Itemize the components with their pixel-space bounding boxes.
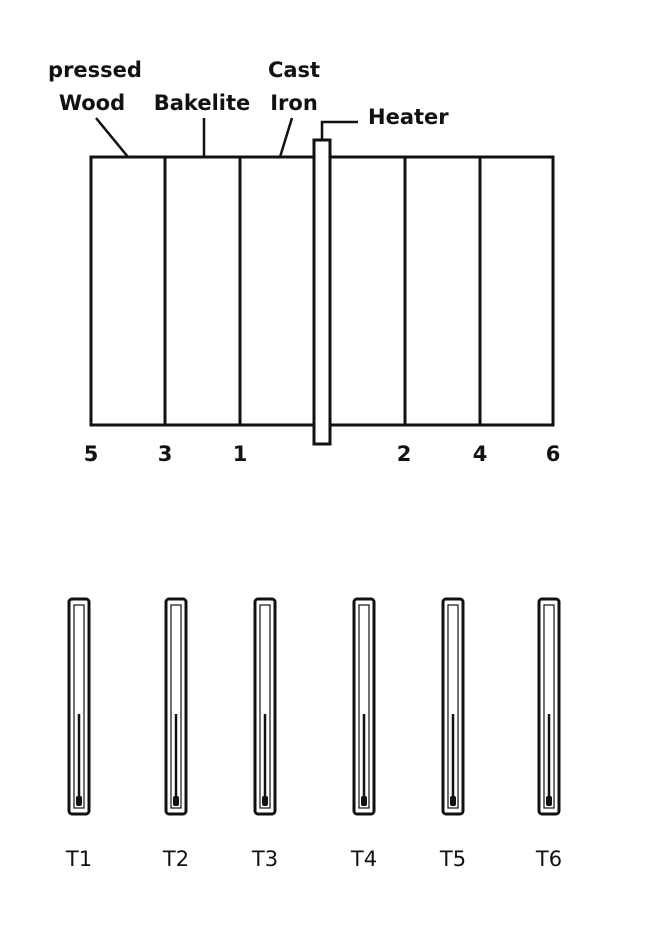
mercury-bulb bbox=[361, 796, 367, 806]
label-iron: Iron bbox=[270, 91, 318, 115]
mercury-bulb bbox=[450, 796, 456, 806]
thermometer-t4: T4 bbox=[350, 597, 377, 871]
position-label: 5 bbox=[84, 442, 99, 466]
thermometer-t5: T5 bbox=[439, 597, 466, 871]
thermometer-label: T2 bbox=[162, 847, 189, 871]
label-pressed: pressed bbox=[48, 58, 142, 82]
thermometer-inner-tube bbox=[543, 604, 555, 809]
label-cast: Cast bbox=[268, 58, 320, 82]
thermometer-inner-tube bbox=[259, 604, 271, 809]
mercury-bulb bbox=[546, 796, 552, 806]
thermometer-inner-tube bbox=[447, 604, 459, 809]
thermometer-t2: T2 bbox=[162, 597, 189, 871]
position-label: 1 bbox=[233, 442, 248, 466]
thermometer-label: T3 bbox=[251, 847, 278, 871]
thermometer-inner-tube bbox=[170, 604, 182, 809]
thermometer-inner-tube bbox=[358, 604, 370, 809]
thermometer-inner-tube bbox=[73, 604, 85, 809]
thermometer-label: T1 bbox=[65, 847, 92, 871]
position-label: 2 bbox=[397, 442, 412, 466]
mercury-bulb bbox=[262, 796, 268, 806]
leader-iron bbox=[278, 117, 294, 158]
mercury-bulb bbox=[173, 796, 179, 806]
thermometer-t6: T6 bbox=[535, 597, 562, 871]
position-label: 4 bbox=[473, 442, 488, 466]
label-wood: Wood bbox=[59, 91, 125, 115]
leader-heater bbox=[320, 120, 358, 140]
thermometer-t1: T1 bbox=[65, 597, 92, 871]
thermometer-label: T4 bbox=[350, 847, 377, 871]
leader-wood bbox=[95, 117, 129, 158]
mercury-bulb bbox=[76, 796, 82, 806]
label-heater: Heater bbox=[368, 105, 449, 129]
thermometer-label: T6 bbox=[535, 847, 562, 871]
heater-element bbox=[312, 138, 332, 446]
thermometer-label: T5 bbox=[439, 847, 466, 871]
thermometer-row: T1 T2 T3 T4 T5 T6 bbox=[65, 597, 562, 871]
label-bakelite: Bakelite bbox=[154, 91, 251, 115]
position-label: 6 bbox=[546, 442, 561, 466]
position-label: 3 bbox=[158, 442, 173, 466]
thermometer-t3: T3 bbox=[251, 597, 278, 871]
